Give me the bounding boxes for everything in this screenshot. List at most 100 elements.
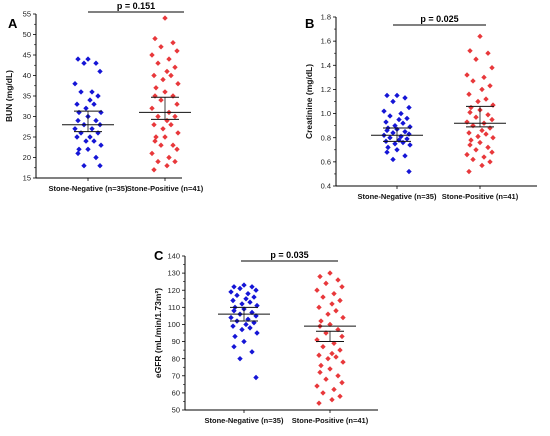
data-point (151, 167, 157, 173)
data-point (487, 159, 493, 165)
data-point (406, 168, 412, 175)
data-point (249, 349, 255, 355)
data-point (317, 369, 323, 376)
y-tick-label: 25 (23, 133, 31, 142)
y-tick-label: 50 (23, 30, 31, 39)
series-group (139, 15, 191, 173)
y-tick-label: 35 (23, 92, 31, 101)
data-point (320, 343, 326, 350)
data-point (464, 151, 470, 158)
y-tick-label: 20 (23, 153, 31, 162)
data-point (473, 56, 479, 62)
data-point (158, 142, 164, 148)
data-point (87, 134, 93, 140)
data-point (232, 333, 238, 340)
y-tick-label: 0.4 (321, 182, 331, 191)
data-point (479, 86, 485, 93)
data-point (470, 156, 476, 163)
data-point (95, 130, 101, 136)
data-point (160, 76, 166, 83)
data-point (396, 137, 402, 143)
data-point (81, 163, 87, 169)
data-point (402, 153, 408, 159)
panel-letter: C (154, 248, 164, 263)
data-point (158, 44, 164, 50)
data-point (164, 117, 170, 124)
x-category-label: Stone-Positive (n=41) (127, 184, 204, 193)
data-point (241, 338, 247, 345)
data-point (404, 136, 410, 142)
y-tick-label: 80 (172, 354, 180, 363)
data-point (485, 144, 491, 151)
data-point (483, 131, 489, 137)
p-value-label: p = 0.035 (270, 250, 308, 260)
data-point (152, 138, 158, 144)
data-point (490, 135, 496, 141)
y-tick-label: 140 (167, 252, 180, 261)
data-point (230, 323, 236, 329)
data-point (337, 347, 343, 353)
data-point (402, 128, 408, 135)
data-point (83, 105, 89, 111)
data-point (231, 343, 237, 350)
data-point (407, 124, 413, 130)
data-point (483, 96, 489, 102)
data-point (87, 97, 93, 103)
data-point (468, 104, 474, 111)
y-axis-label: BUN (mg/dL) (4, 70, 14, 122)
data-point (155, 60, 161, 66)
data-point (253, 287, 259, 293)
y-tick-label: 70 (172, 371, 180, 380)
data-point (387, 135, 393, 141)
data-point (74, 134, 80, 140)
data-point (149, 150, 155, 157)
data-point (172, 158, 178, 165)
data-point (479, 127, 485, 134)
data-point (473, 114, 479, 120)
data-point (164, 163, 170, 169)
data-point (392, 141, 398, 147)
data-point (149, 105, 155, 111)
data-point (331, 290, 337, 297)
y-tick-label: 1.4 (321, 61, 331, 70)
data-point (464, 72, 470, 78)
data-point (481, 154, 487, 160)
data-point (320, 390, 326, 396)
data-point (475, 98, 481, 105)
data-point (485, 50, 491, 56)
data-point (74, 101, 80, 107)
data-point (231, 308, 237, 314)
data-point (317, 273, 323, 280)
data-point (385, 144, 391, 151)
data-point (402, 95, 408, 101)
data-point (175, 81, 181, 87)
data-point (387, 113, 393, 119)
data-point (78, 89, 84, 95)
data-point (98, 109, 104, 116)
data-point (390, 98, 396, 105)
data-point (237, 285, 243, 292)
data-point (152, 35, 158, 42)
p-value-label: p = 0.025 (420, 14, 458, 24)
data-point (170, 93, 176, 99)
data-point (230, 297, 236, 304)
data-point (316, 352, 322, 358)
data-point (325, 311, 331, 317)
data-point (228, 314, 234, 321)
data-point (470, 122, 476, 129)
data-point (231, 284, 237, 290)
data-point (239, 301, 245, 307)
data-point (76, 146, 82, 152)
data-point (384, 92, 390, 99)
y-tick-label: 50 (172, 406, 180, 415)
data-point (323, 280, 329, 287)
data-point (168, 122, 174, 128)
series-group (371, 92, 423, 175)
x-category-label: Stone-Negative (n=35) (358, 192, 437, 201)
data-point (325, 355, 331, 362)
y-tick-label: 90 (172, 337, 180, 346)
y-tick-label: 120 (167, 286, 180, 295)
data-point (75, 150, 81, 157)
data-point (162, 15, 168, 21)
data-point (166, 56, 172, 62)
